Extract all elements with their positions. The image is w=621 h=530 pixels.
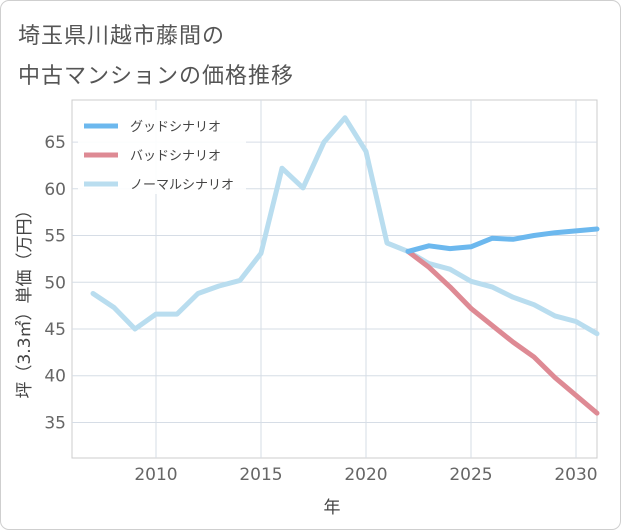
series-line [90,115,600,337]
x-tick-label: 2010 [134,465,177,485]
legend-label: ノーマルシナリオ [130,178,234,193]
y-tick-label: 55 [44,227,66,247]
y-axis-label: 坪（3.3㎡）単価（万円） [15,201,35,398]
x-tick-labels: 2010 2015 2020 2025 2030 [134,465,597,485]
x-tick-label: 2030 [554,465,597,485]
x-axis-label: 年 [324,498,341,518]
legend-label: グッドシナリオ [130,120,221,135]
series-lines [90,115,600,416]
series-line [405,226,600,254]
y-tick-label: 65 [44,133,66,153]
y-tick-label: 45 [44,320,66,340]
chart-title-line1: 埼玉県川越市藤間の [18,24,226,49]
y-tick-label: 40 [44,367,66,387]
legend-label: バッドシナリオ [130,149,221,164]
series-line [405,248,600,416]
chart-title-line2: 中古マンションの価格推移 [18,64,295,89]
x-tick-label: 2020 [344,465,387,485]
y-tick-label: 35 [44,413,66,433]
y-tick-labels: 35 40 45 50 55 60 65 [44,133,66,433]
x-tick-label: 2015 [239,465,282,485]
y-tick-label: 50 [44,273,66,293]
x-tick-label: 2025 [449,465,492,485]
y-tick-label: 60 [44,180,66,200]
